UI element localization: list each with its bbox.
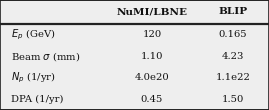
Text: 1.50: 1.50 [221, 95, 244, 104]
Text: 1.1e22: 1.1e22 [215, 73, 250, 82]
Text: $N_p$ (1/yr): $N_p$ (1/yr) [11, 70, 55, 85]
Text: 0.45: 0.45 [141, 95, 163, 104]
Text: 4.0e20: 4.0e20 [134, 73, 169, 82]
Text: DPA (1/yr): DPA (1/yr) [11, 95, 63, 104]
Text: 1.10: 1.10 [141, 51, 163, 61]
Text: 4.23: 4.23 [221, 51, 244, 61]
Text: NuMI/LBNE: NuMI/LBNE [116, 7, 187, 16]
Text: 120: 120 [142, 30, 162, 39]
Text: $E_p$ (GeV): $E_p$ (GeV) [11, 27, 55, 42]
Text: 0.165: 0.165 [218, 30, 247, 39]
Text: Beam $\sigma$ (mm): Beam $\sigma$ (mm) [11, 50, 80, 62]
Text: BLIP: BLIP [218, 7, 247, 16]
